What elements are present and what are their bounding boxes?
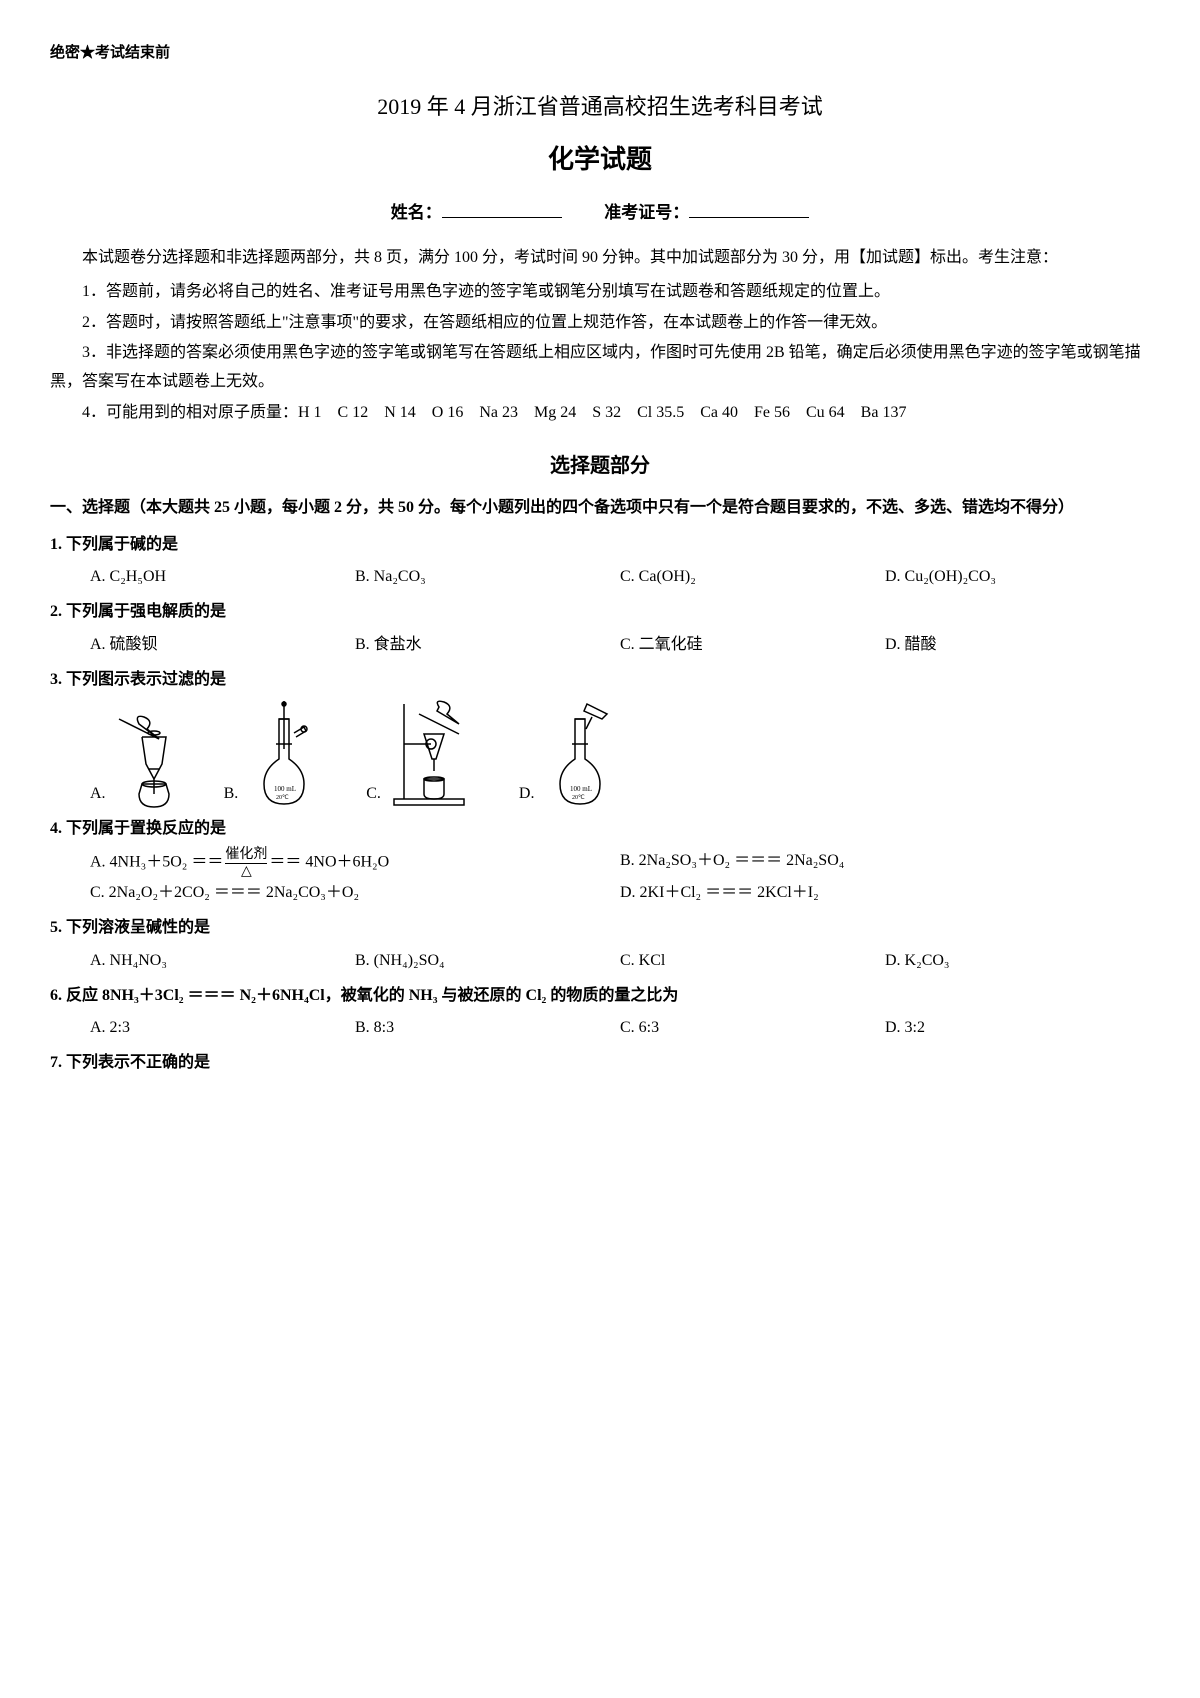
intro-paragraph: 本试题卷分选择题和非选择题两部分，共 8 页，满分 100 分，考试时间 90 …	[50, 244, 1150, 273]
instruction-4: 4．可能用到的相对原子质量：H 1 C 12 N 14 O 16 Na 23 M…	[50, 399, 1150, 428]
q1-option-b: B. Na₂CO₃	[355, 563, 620, 592]
instruction-2: 2．答题时，请按照答题纸上"注意事项"的要求，在答题纸相应的位置上规范作答，在本…	[50, 309, 1150, 338]
catalyst-condition-icon: 催化剂 △	[225, 847, 267, 879]
q3-prompt: 3. 下列图示表示过滤的是	[50, 671, 226, 688]
question-6: 6. 反应 8NH₃＋3Cl₂ ＝＝＝ N₂＋6NH₄Cl，被氧化的 NH₃ 与…	[50, 982, 1150, 1011]
q1-option-d: D. Cu₂(OH)₂CO₃	[885, 563, 1150, 592]
q3-diagrams: A. B. 100 mL 20℃ C.	[90, 699, 1150, 809]
header-confidential: 绝密★考试结束前	[50, 40, 1150, 67]
svg-text:100 mL: 100 mL	[274, 785, 296, 793]
name-label: 姓名：	[391, 203, 442, 222]
question-4: 4. 下列属于置换反应的是	[50, 815, 1150, 844]
q6-option-b: B. 8:3	[355, 1014, 620, 1043]
q1-option-c: C. Ca(OH)₂	[620, 563, 885, 592]
svg-text:20℃: 20℃	[276, 795, 289, 801]
q6-options: A. 2:3 B. 8:3 C. 6:3 D. 3:2	[90, 1014, 1150, 1043]
question-2: 2. 下列属于强电解质的是	[50, 598, 1150, 627]
question-7: 7. 下列表示不正确的是	[50, 1049, 1150, 1078]
q3-label-c: C.	[366, 780, 381, 809]
q1-option-a: A. C₂H₅OH	[90, 563, 355, 592]
q2-option-b: B. 食盐水	[355, 631, 620, 660]
question-1: 1. 下列属于碱的是	[50, 531, 1150, 560]
q3-label-d: D.	[519, 780, 535, 809]
q4-options: A. 4NH₃＋5O₂ ＝＝催化剂 △ ＝＝ 4NO＋6H₂O B. 2Na₂SO₃…	[90, 847, 1150, 908]
q5-option-b: B. (NH₄)₂SO₄	[355, 947, 620, 976]
q5-options: A. NH₄NO₃ B. (NH₄)₂SO₄ C. KCl D. K₂CO₃	[90, 947, 1150, 976]
volumetric-flask-pour-icon: 100 mL 20℃	[542, 699, 622, 809]
separating-funnel-icon	[114, 709, 184, 809]
q6-option-c: C. 6:3	[620, 1014, 885, 1043]
volumetric-flask-icon: 100 mL 20℃	[246, 699, 326, 809]
q3-label-a: A.	[90, 780, 106, 809]
section1-heading: 一、选择题（本大题共 25 小题，每小题 2 分，共 50 分。每个小题列出的四…	[50, 494, 1150, 523]
q4-prompt: 4. 下列属于置换反应的是	[50, 820, 226, 837]
q3-diagram-d: D. 100 mL 20℃	[519, 699, 623, 809]
question-3: 3. 下列图示表示过滤的是	[50, 666, 1150, 695]
question-5: 5. 下列溶液呈碱性的是	[50, 914, 1150, 943]
q1-prompt: 1. 下列属于碱的是	[50, 536, 178, 553]
q4-a-cat-bot: △	[241, 864, 252, 879]
exam-main-title: 2019 年 4 月浙江省普通高校招生选考科目考试	[50, 87, 1150, 127]
q5-option-d: D. K₂CO₃	[885, 947, 1150, 976]
id-blank[interactable]	[689, 200, 809, 218]
name-id-line: 姓名： 准考证号：	[50, 198, 1150, 229]
q5-option-c: C. KCl	[620, 947, 885, 976]
q2-options: A. 硫酸钡 B. 食盐水 C. 二氧化硅 D. 醋酸	[90, 631, 1150, 660]
svg-text:100 mL: 100 mL	[570, 785, 592, 793]
q2-prompt: 2. 下列属于强电解质的是	[50, 603, 226, 620]
q6-prompt: 6. 反应 8NH₃＋3Cl₂ ＝＝＝ N₂＋6NH₄Cl，被氧化的 NH₃ 与…	[50, 987, 678, 1004]
q3-label-b: B.	[224, 780, 239, 809]
q2-option-c: C. 二氧化硅	[620, 631, 885, 660]
q7-prompt: 7. 下列表示不正确的是	[50, 1054, 210, 1071]
instruction-1: 1．答题前，请务必将自己的姓名、准考证号用黑色字迹的签字笔或钢笔分别填写在试题卷…	[50, 278, 1150, 307]
exam-subject-title: 化学试题	[50, 137, 1150, 184]
q4-a-cat-top: 催化剂	[225, 847, 267, 862]
q2-option-a: A. 硫酸钡	[90, 631, 355, 660]
q4-option-b: B. 2Na₂SO₃＋O₂ ＝＝＝ 2Na₂SO₄	[620, 847, 1150, 879]
q4-a-post: ＝＝ 4NO＋6H₂O	[269, 854, 389, 871]
q6-option-a: A. 2:3	[90, 1014, 355, 1043]
q2-option-d: D. 醋酸	[885, 631, 1150, 660]
instruction-3: 3．非选择题的答案必须使用黑色字迹的签字笔或钢笔写在答题纸上相应区域内，作图时可…	[50, 339, 1150, 397]
q1-options: A. C₂H₅OH B. Na₂CO₃ C. Ca(OH)₂ D. Cu₂(OH…	[90, 563, 1150, 592]
q4-option-d: D. 2KI＋Cl₂ ＝＝＝ 2KCl＋I₂	[620, 879, 1150, 908]
filtration-apparatus-icon	[389, 699, 479, 809]
q4-option-c: C. 2Na₂O₂＋2CO₂ ＝＝＝ 2Na₂CO₃＋O₂	[90, 879, 620, 908]
q4-option-a: A. 4NH₃＋5O₂ ＝＝催化剂 △ ＝＝ 4NO＋6H₂O	[90, 847, 620, 879]
name-blank[interactable]	[442, 200, 562, 218]
q3-diagram-c: C.	[366, 699, 479, 809]
q4-a-pre: A. 4NH₃＋5O₂ ＝＝	[90, 854, 223, 871]
q6-option-d: D. 3:2	[885, 1014, 1150, 1043]
q3-diagram-a: A.	[90, 709, 184, 809]
q5-prompt: 5. 下列溶液呈碱性的是	[50, 919, 210, 936]
q5-option-a: A. NH₄NO₃	[90, 947, 355, 976]
section1-title: 选择题部分	[50, 448, 1150, 484]
q3-diagram-b: B. 100 mL 20℃	[224, 699, 327, 809]
id-label: 准考证号：	[604, 203, 689, 222]
svg-text:20℃: 20℃	[572, 795, 585, 801]
